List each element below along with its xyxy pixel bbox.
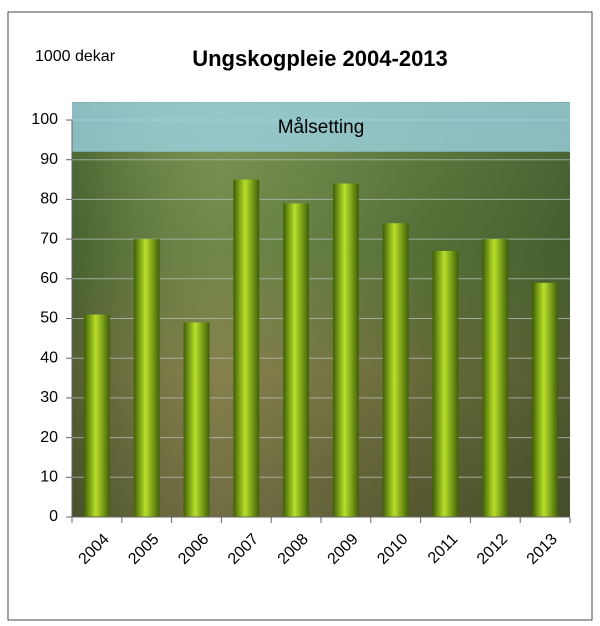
bar: [482, 239, 509, 517]
bar: [532, 282, 559, 517]
bar: [83, 314, 110, 517]
y-tick-label: 100: [31, 111, 58, 128]
y-tick-label: 40: [40, 349, 58, 366]
y-tick-label: 20: [40, 429, 58, 446]
y-tick-label: 70: [40, 230, 58, 247]
bar: [332, 183, 359, 517]
y-tick-label: 80: [40, 191, 58, 208]
y-tick-label: 0: [49, 508, 58, 525]
bar: [183, 322, 210, 517]
chart-title: Ungskogpleie 2004-2013: [192, 46, 448, 71]
bar: [432, 251, 459, 517]
y-tick-label: 50: [40, 310, 58, 327]
y-tick-label: 90: [40, 151, 58, 168]
y-tick-label: 30: [40, 389, 58, 406]
bar: [382, 223, 409, 517]
y-tick-label: 10: [40, 469, 58, 486]
y-tick-label: 60: [40, 270, 58, 287]
y-axis-label: 1000 dekar: [35, 48, 116, 65]
bar: [233, 179, 260, 518]
target-band-label: Målsetting: [278, 117, 365, 138]
bar: [133, 239, 160, 517]
bar: [283, 203, 310, 517]
target-band: [72, 102, 570, 152]
